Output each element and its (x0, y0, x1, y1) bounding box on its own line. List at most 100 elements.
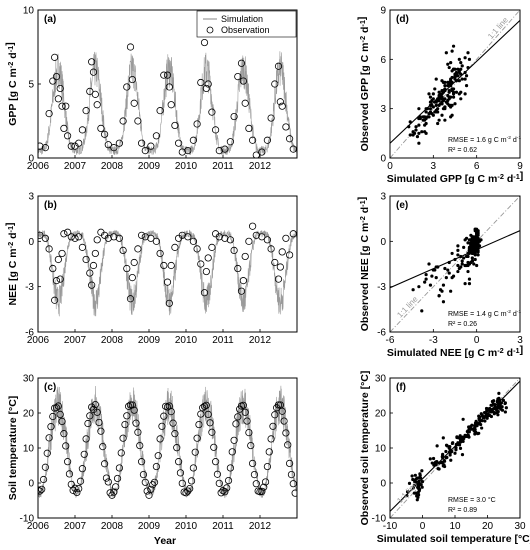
y-tick-label: 20 (23, 409, 35, 420)
scatter-point (470, 423, 474, 427)
observation-point (104, 141, 112, 149)
observation-point (175, 458, 183, 466)
observation-point (56, 275, 64, 283)
scatter-point (449, 458, 453, 462)
observation-point (119, 246, 127, 254)
scatter-point (504, 406, 508, 410)
x-tick-label: 2007 (64, 335, 87, 346)
scatter-point (453, 257, 457, 262)
x-tick-label: 2009 (138, 521, 161, 532)
scatter-point (447, 271, 451, 275)
scatter-point (417, 116, 421, 121)
scatter-point (436, 107, 440, 111)
observation-point (280, 417, 288, 425)
scatter-point (456, 244, 460, 248)
scatter-point (500, 405, 504, 409)
x-tick-label: 2007 (64, 521, 87, 532)
legend-observation-swatch (206, 26, 214, 34)
scatter-point (490, 407, 494, 412)
observation-point (226, 236, 234, 244)
panel-b: 2006 2007 2008 2009 2010 2011 2012 -6 -3 0 3 (b) NEE… (4, 192, 298, 346)
scatter-point (442, 459, 446, 463)
scatter-point (441, 98, 446, 103)
observation-point (64, 228, 72, 236)
y-axis-label: Observed GPP [g C m-2 d-1] (356, 17, 371, 152)
scatter-point (446, 268, 450, 272)
observation-point (113, 474, 122, 483)
observation-point (54, 255, 62, 264)
observation-point (274, 401, 283, 409)
scatter-point (420, 309, 424, 313)
scatter-point (473, 253, 477, 257)
scatter-point (453, 74, 457, 78)
observation-point (215, 479, 223, 487)
y-tick-label: -6 (377, 328, 386, 339)
observation-point (260, 483, 268, 491)
scatter-point (457, 57, 461, 61)
observation-point (278, 248, 286, 256)
scatter-point (444, 443, 449, 447)
plot-area (38, 222, 297, 317)
scatter-point (454, 79, 459, 83)
observation-point (141, 478, 149, 486)
observation-point (145, 491, 153, 499)
y-tick-label: 6 (380, 55, 386, 66)
observation-point (128, 273, 136, 282)
y-tick-label: 3 (380, 192, 386, 203)
scatter-point (418, 482, 422, 486)
scatter-point (427, 262, 431, 266)
x-tick-label: 2009 (138, 335, 161, 346)
scatter-point (475, 263, 479, 268)
scatter-point (473, 432, 477, 436)
observation-point (86, 87, 94, 96)
scatter-point (427, 92, 431, 96)
observation-point (178, 148, 186, 156)
observation-point (86, 412, 94, 420)
observation-point (208, 243, 216, 251)
observation-point (163, 278, 172, 286)
rmse-stat: RMSE = 1.6 g C m-2 d-1 (448, 135, 521, 144)
scatter-point (418, 473, 422, 477)
observation-point (38, 142, 44, 150)
y-axis-label: Soil temperature [°C] (7, 396, 19, 501)
observation-point (110, 144, 118, 152)
scatter-point (416, 485, 420, 489)
scatter-point (436, 98, 440, 103)
observation-point (278, 102, 286, 110)
observation-point (282, 429, 290, 437)
scatter-point (466, 241, 470, 245)
observation-point (261, 478, 270, 486)
observation-point (285, 459, 294, 467)
legend-simulation-label: Simulation (221, 14, 263, 24)
plot-area (38, 385, 297, 499)
observation-point (134, 428, 142, 436)
x-tick-label: 2007 (64, 161, 87, 172)
observation-point (150, 478, 159, 486)
observation-point (165, 299, 173, 307)
observation-point (132, 419, 140, 427)
scatter-point (443, 84, 447, 88)
observation-point (171, 121, 179, 130)
scatter-point (434, 77, 438, 81)
scatter-point (463, 70, 467, 75)
scatter-point (449, 95, 453, 99)
observation-point (152, 462, 160, 471)
x-axis-label: Simulated GPP [g C m-2 d-1] (387, 170, 524, 185)
scatter-point (405, 494, 409, 498)
observation-point (41, 463, 50, 471)
scatter-point (470, 248, 474, 252)
observation-point (271, 80, 279, 88)
scatter-point (450, 49, 454, 53)
observation-point (119, 434, 127, 442)
observation-point (212, 458, 220, 466)
panel-d: 1:1 line RMSE = 1.6 g C m-2 d-1 R² = 0.62 0… (356, 6, 523, 186)
observation-point (64, 458, 72, 466)
observation-point (189, 237, 197, 245)
observation-point (154, 452, 162, 460)
observation-point (171, 243, 179, 251)
observation-point (88, 281, 96, 289)
observation-point (171, 430, 179, 438)
observation-point (73, 488, 81, 497)
scatter-point (418, 476, 423, 480)
observation-point (89, 68, 98, 76)
